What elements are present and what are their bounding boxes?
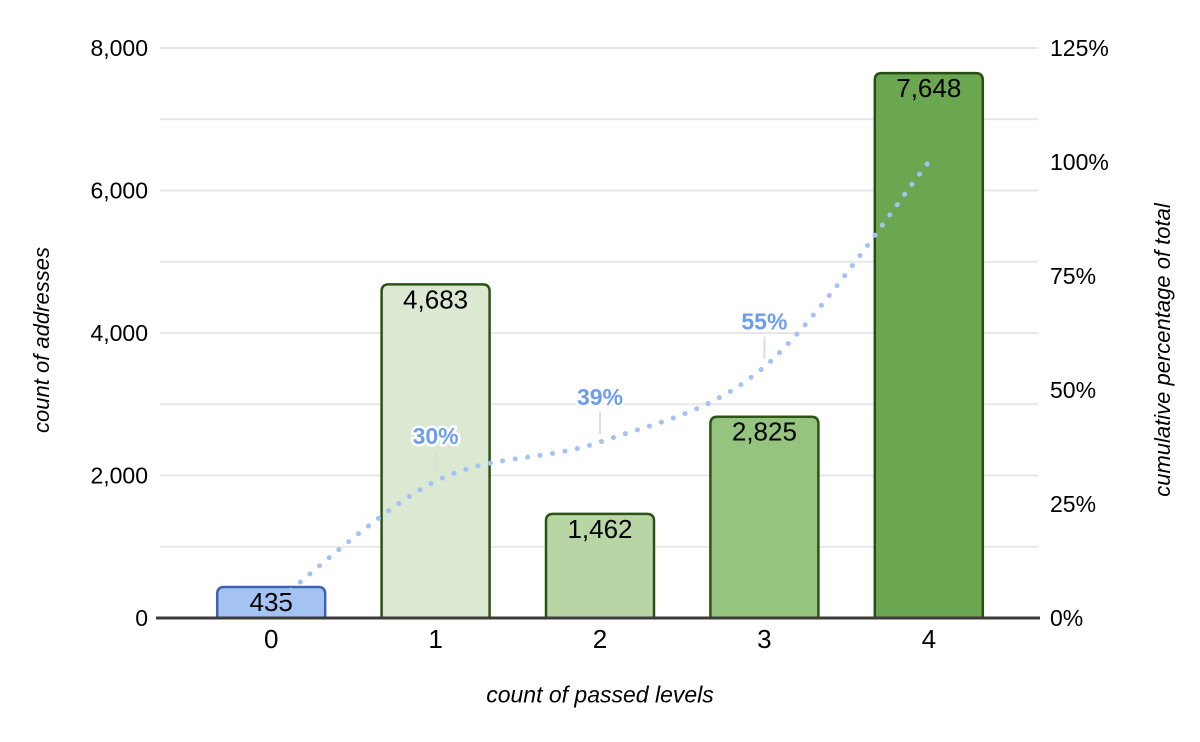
right-axis-tick-label: 50% [1050, 377, 1096, 403]
category-label: 0 [264, 624, 278, 654]
bar-value-label: 1,462 [567, 514, 632, 544]
category-label: 2 [593, 624, 607, 654]
bar [544, 512, 656, 620]
bar-value-label: 435 [250, 587, 293, 617]
line-point-label: 55% [741, 309, 787, 335]
line-point-label: 30% [413, 423, 459, 449]
x-axis-title: count of passed levels [486, 681, 714, 708]
bar [380, 283, 491, 620]
category-label: 1 [428, 624, 442, 654]
bar [873, 71, 985, 620]
left-axis-tick-label: 0 [135, 605, 148, 631]
bar-value-label: 2,825 [732, 417, 797, 447]
bar [215, 585, 327, 620]
left-axis-tick-label: 4,000 [90, 320, 148, 346]
left-axis-tick-label: 8,000 [90, 35, 148, 61]
right-axis-title: cumulative percentage of total [1150, 203, 1175, 497]
right-axis-tick-label: 100% [1050, 149, 1109, 175]
cumulative-line [268, 159, 932, 609]
right-axis-tick-label: 75% [1050, 263, 1096, 289]
left-axis-tick-label: 6,000 [90, 178, 148, 204]
right-axis-tick-label: 25% [1050, 491, 1096, 517]
category-label: 4 [922, 624, 936, 654]
left-axis-tick-label: 2,000 [90, 463, 148, 489]
right-axis-tick-label: 0% [1050, 605, 1083, 631]
bar [709, 415, 820, 620]
line-point-label: 39% [577, 384, 623, 410]
category-label: 3 [757, 624, 771, 654]
bar-value-label: 7,648 [896, 73, 961, 103]
left-axis-title: count of addresses [29, 247, 54, 433]
bar-value-label: 4,683 [403, 284, 468, 314]
right-axis-tick-label: 125% [1050, 35, 1109, 61]
